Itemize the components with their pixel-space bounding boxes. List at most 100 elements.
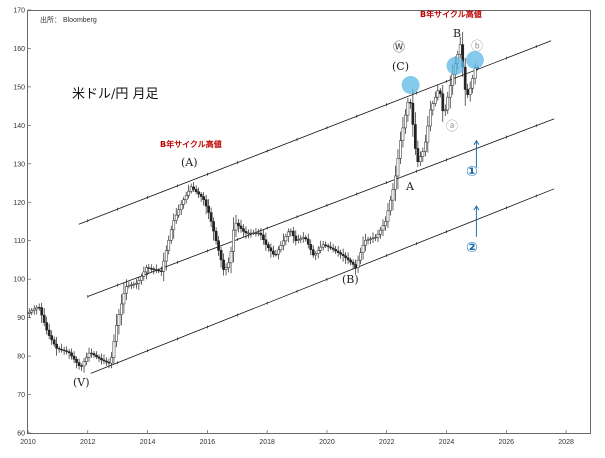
candle-body xyxy=(47,329,51,336)
target-label-2: ② xyxy=(466,240,478,256)
candle-body xyxy=(286,231,290,237)
candle-body xyxy=(125,286,128,294)
candle-body xyxy=(135,283,138,285)
candle-body xyxy=(376,234,380,238)
candle-body xyxy=(172,220,176,231)
x-tick-label: 2022 xyxy=(379,439,395,446)
candle-body xyxy=(139,275,143,281)
candle-body xyxy=(62,349,66,352)
candle-body xyxy=(219,250,223,261)
wave-label-circled-W: Ⓦ xyxy=(393,40,405,54)
candle-body xyxy=(147,267,151,269)
candle-body xyxy=(107,361,111,364)
candle-body xyxy=(70,352,73,357)
candle-body xyxy=(364,240,367,246)
candle-body xyxy=(448,85,452,98)
candle-body xyxy=(75,359,78,363)
candle-body xyxy=(409,102,412,104)
candle-body xyxy=(237,222,240,227)
candle-body xyxy=(281,240,285,246)
candle-body xyxy=(154,269,158,271)
red-label-left: B年サイクル高値 xyxy=(160,139,222,149)
candle-body xyxy=(132,283,136,286)
candle-body xyxy=(72,355,76,360)
candle-body xyxy=(87,352,91,358)
candle-body xyxy=(37,307,41,309)
candle-body xyxy=(341,253,345,257)
candle-body xyxy=(304,237,308,240)
candle-body xyxy=(80,365,83,367)
candle-body xyxy=(130,284,133,287)
candle-body xyxy=(421,151,425,157)
x-tick-label: 2018 xyxy=(259,439,275,446)
x-tick-label: 2010 xyxy=(20,439,36,446)
candle-body xyxy=(354,264,357,268)
candle-body xyxy=(184,195,188,200)
candle-body xyxy=(212,221,215,232)
y-tick-label: 160 xyxy=(13,46,25,53)
arrow-head xyxy=(473,139,480,146)
candle-body xyxy=(242,228,245,232)
candle-body xyxy=(414,124,417,149)
candle-body xyxy=(35,307,39,310)
candle-body xyxy=(82,361,86,367)
candle-body xyxy=(411,102,415,125)
candle-body xyxy=(428,109,432,127)
y-tick-label: 170 xyxy=(13,8,25,15)
wave-label-circled-b: ⓑ xyxy=(471,39,483,53)
candle-body xyxy=(351,261,355,265)
candle-body xyxy=(110,357,113,364)
candle-body xyxy=(187,190,191,196)
candle-body xyxy=(264,239,268,245)
candle-body xyxy=(466,89,470,95)
candle-body xyxy=(137,280,141,284)
candle-body xyxy=(179,204,183,210)
candle-body xyxy=(446,96,450,111)
y-axis-ticks: 60 70 80 90 100 110 120 130 140 150 160 170 xyxy=(13,8,31,438)
candle-body xyxy=(149,268,153,270)
candle-body xyxy=(40,307,44,316)
candle-body xyxy=(257,232,260,235)
y-tick-label: 140 xyxy=(13,123,25,130)
wave-label-A-paren: (A) xyxy=(181,156,198,169)
candle-body xyxy=(57,348,61,350)
candle-body xyxy=(249,232,253,235)
y-tick-label: 120 xyxy=(13,200,25,207)
candle-body xyxy=(326,245,330,248)
candle-body xyxy=(386,210,390,222)
candle-body xyxy=(92,353,96,356)
candle-body xyxy=(406,102,410,116)
candle-body xyxy=(102,359,106,362)
red-label-top: B年サイクル高値 xyxy=(420,9,482,19)
y-tick-label: 130 xyxy=(13,161,25,168)
candle-body xyxy=(316,250,320,254)
highlight-circles xyxy=(401,50,484,94)
candle-body xyxy=(192,186,196,190)
candle-body xyxy=(289,230,293,233)
target-label-1: ① xyxy=(466,164,478,180)
candle-body xyxy=(27,311,31,315)
candle-body xyxy=(299,238,303,240)
wave-label-V: (V) xyxy=(73,376,90,389)
y-tick-label: 80 xyxy=(17,354,25,361)
candle-body xyxy=(262,234,265,241)
candle-body xyxy=(389,199,392,212)
wave-label-A: A xyxy=(405,180,415,193)
candle-body xyxy=(177,209,181,216)
candle-body xyxy=(120,303,123,315)
candle-body xyxy=(199,193,203,197)
candle-body xyxy=(247,232,250,235)
candle-body xyxy=(306,238,310,245)
candle-body xyxy=(399,140,402,159)
candle-body xyxy=(329,246,333,249)
candle-body xyxy=(436,90,440,98)
wave-label-circled-a: ⓐ xyxy=(446,119,458,133)
candle-body xyxy=(321,244,325,248)
candle-body xyxy=(344,255,347,259)
candle-body xyxy=(117,314,121,326)
candle-body xyxy=(463,66,467,90)
candle-body xyxy=(65,350,68,352)
candle-body xyxy=(152,268,156,270)
candle-body xyxy=(217,240,220,251)
